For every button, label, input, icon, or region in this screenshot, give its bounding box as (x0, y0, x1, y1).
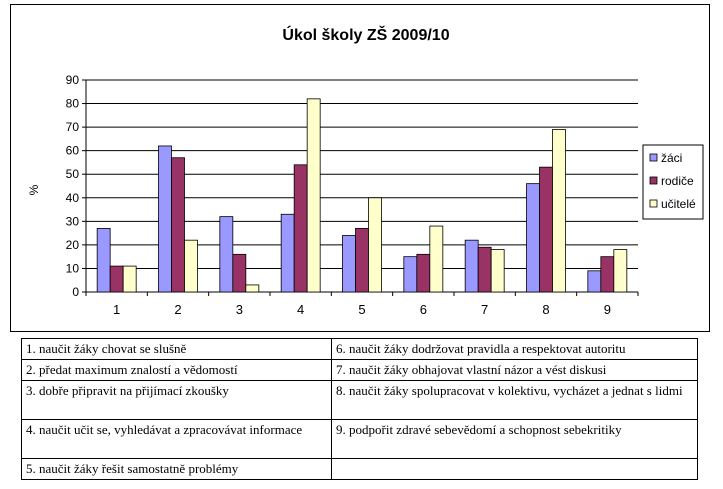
chart-legend: žáci rodiče učitelé (642, 144, 704, 220)
bar (109, 265, 124, 293)
x-tick-label: 3 (236, 302, 243, 317)
legend-table-cell: 6. naučit žáky dodržovat pravidla a resp… (331, 338, 698, 360)
bar (490, 249, 505, 293)
y-tick-label: 80 (66, 97, 80, 111)
bar (416, 253, 431, 293)
x-tick-label: 9 (604, 302, 611, 317)
legend-table-cell: 8. naučit žáky spolupracovat v kolektivu… (331, 380, 698, 420)
x-tick-label: 7 (481, 302, 488, 317)
bar (355, 227, 369, 293)
x-tick-label: 4 (297, 302, 304, 317)
legend-table-cell: 7. naučit žáky obhajovat vlastní názor a… (331, 359, 698, 381)
x-tick-label: 6 (420, 302, 427, 317)
legend-table-row: 3. dobře připravit na přijímací zkoušky 8… (21, 380, 698, 420)
y-tick-label: 40 (66, 191, 80, 205)
category-legend-table: 1. naučit žáky chovat se slušně 6. naučit… (21, 338, 698, 480)
bar-chart: Úkol školy ZŠ 2009/10 % 0 10 20 30 40 50 60 70 8… (27, 25, 704, 317)
y-tick-label: 10 (66, 261, 80, 275)
legend-table-cell: 9. podpořit zdravé sebevědomí a schopnos… (331, 419, 698, 459)
bar (342, 235, 356, 293)
bar (613, 249, 628, 293)
y-tick-label: 50 (66, 167, 80, 181)
bar (526, 183, 540, 293)
chart-frame: Úkol školy ZŠ 2009/10 % 0 10 20 30 40 50 60 70 8… (10, 4, 710, 332)
y-tick-label: 90 (66, 73, 80, 87)
bar (158, 145, 172, 293)
x-tick-label: 2 (174, 302, 181, 317)
legend-label: rodiče (661, 174, 694, 188)
bar (122, 265, 137, 293)
x-tick-label: 5 (358, 302, 365, 317)
legend-table-row: 2. předat maximum znalostí a vědomostí 7.… (21, 359, 698, 381)
bar (293, 164, 308, 293)
bar (600, 256, 615, 293)
legend-table-row: 1. naučit žáky chovat se slušně 6. naučit… (21, 338, 698, 360)
legend-table-cell: 5. naučit žáky řešit samostatně problémy (21, 458, 332, 480)
legend-swatch (649, 176, 658, 185)
legend-table-cell (331, 458, 698, 480)
plot-area: 0 10 20 30 40 50 60 70 80 90 1 2 3 4 5 6 7 8 9 (66, 73, 639, 317)
bar (184, 239, 198, 293)
bar (429, 225, 444, 293)
bar (280, 213, 295, 293)
y-tick-label: 70 (66, 120, 80, 134)
legend-table-cell: 1. naučit žáky chovat se slušně (21, 338, 332, 360)
bar (403, 256, 418, 293)
bar (306, 98, 321, 293)
bar (539, 166, 553, 293)
x-tick-label: 1 (113, 302, 120, 317)
bar (552, 129, 566, 293)
bar (477, 246, 492, 293)
legend-table-cell: 2. předat maximum znalostí a vědomostí (21, 359, 332, 381)
y-tick-label: 60 (66, 144, 80, 158)
legend-label: učitelé (661, 197, 696, 211)
bar (232, 253, 247, 293)
bar (245, 284, 260, 293)
y-tick-label: 30 (66, 214, 80, 228)
bar (368, 197, 382, 293)
legend-table-row: 4. naučit učit se, vyhledávat a zpracová… (21, 419, 698, 459)
legend-swatch (649, 199, 658, 208)
legend-swatch (649, 153, 658, 162)
y-tick-label: 0 (72, 285, 79, 299)
y-axis-label: % (27, 184, 41, 195)
legend-table-cell: 3. dobře připravit na přijímací zkoušky (21, 380, 332, 420)
bar (464, 239, 479, 293)
legend-label: žáci (661, 151, 682, 165)
bar (96, 227, 111, 293)
bar (171, 157, 185, 293)
bar (587, 270, 602, 293)
y-tick-label: 20 (66, 238, 80, 252)
bar (219, 216, 234, 293)
x-tick-label: 8 (542, 302, 549, 317)
legend-table-cell: 4. naučit učit se, vyhledávat a zpracová… (21, 419, 332, 459)
legend-table-row: 5. naučit žáky řešit samostatně problémy (21, 458, 698, 480)
chart-title: Úkol školy ZŠ 2009/10 (282, 25, 449, 44)
